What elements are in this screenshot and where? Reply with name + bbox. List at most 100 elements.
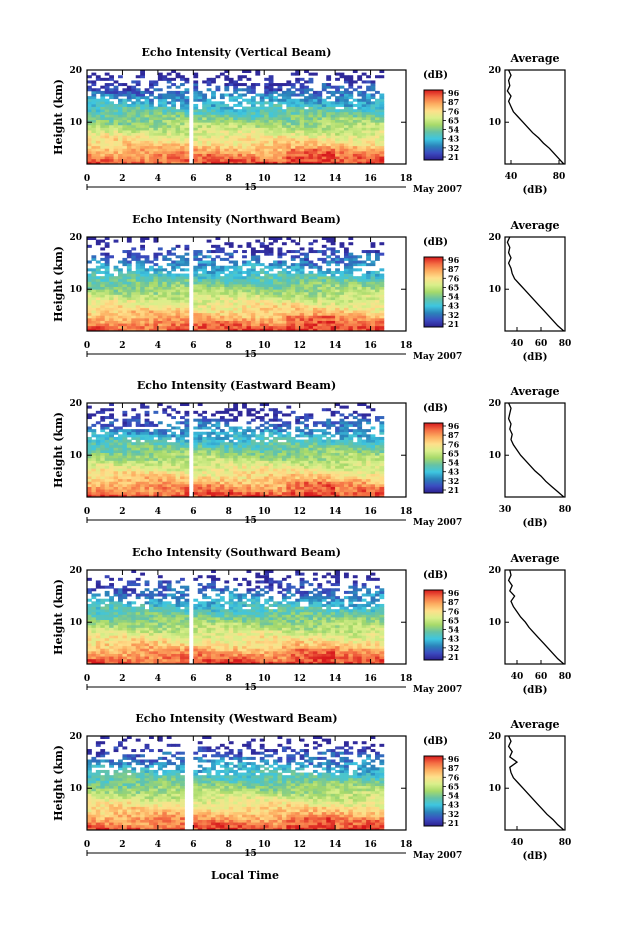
heatmap-cell (211, 137, 216, 141)
heatmap-cell (118, 101, 123, 105)
heatmap-cell (211, 276, 216, 280)
heatmap-cell (184, 423, 190, 427)
heatmap-cell (233, 470, 239, 474)
heatmap-cell (131, 127, 137, 131)
heatmap-cell (224, 473, 230, 477)
heatmap-cell (219, 286, 225, 290)
heatmap-cell (246, 106, 252, 110)
heatmap-cell (193, 447, 199, 451)
heatmap-cell (171, 416, 177, 420)
heatmap-cell (308, 260, 314, 264)
heatmap-cell (335, 143, 340, 147)
heatmap-cell (144, 476, 150, 480)
heatmap-cell (237, 77, 243, 81)
heatmap-cell (361, 320, 367, 324)
heatmap-cell (180, 312, 185, 316)
heatmap-cell (149, 135, 154, 139)
heatmap-cell (104, 470, 110, 474)
heatmap-cell (153, 111, 159, 115)
heatmap-cell (250, 450, 256, 454)
heatmap-cell (184, 153, 190, 157)
heatmap-cell (122, 88, 128, 92)
heatmap-cell (348, 278, 354, 282)
heatmap-cell (335, 72, 340, 76)
heatmap-cell (206, 135, 212, 139)
heatmap-cell (135, 111, 141, 115)
heatmap-cell (268, 291, 274, 295)
heatmap-cell (339, 276, 345, 280)
heatmap-cell (118, 127, 123, 131)
heatmap-cell (255, 127, 261, 131)
heatmap-cell (277, 299, 283, 303)
heatmap-cell (374, 119, 380, 123)
heatmap-cell (140, 239, 145, 243)
heatmap-cell (246, 323, 252, 327)
heatmap-cell (250, 103, 256, 107)
heatmap-cell (91, 304, 97, 308)
heatmap-cell (304, 137, 309, 141)
heatmap-cell (304, 289, 309, 293)
heatmap-cell (144, 418, 150, 422)
heatmap-cell (166, 468, 172, 472)
heatmap-cell (153, 470, 159, 474)
heatmap-cell (171, 297, 177, 301)
heatmap-cell (91, 489, 97, 493)
heatmap-cell (264, 145, 270, 149)
heatmap-cell (215, 119, 221, 123)
heatmap-cell (166, 452, 172, 456)
heatmap-cell (104, 278, 110, 282)
heatmap-cell (259, 276, 265, 280)
heatmap-cell (153, 268, 159, 272)
heatmap-cell (206, 450, 212, 454)
heatmap-cell (104, 450, 110, 454)
heatmap-cell (122, 98, 128, 102)
heatmap-cell (135, 463, 141, 467)
heatmap-cell (215, 302, 221, 306)
heatmap-cell (277, 263, 283, 267)
heatmap-cell (273, 312, 278, 316)
heatmap-cell (242, 130, 247, 134)
heatmap-cell (374, 250, 380, 254)
heatmap-cell (184, 494, 190, 498)
heatmap-cell (122, 463, 128, 467)
heatmap-cell (357, 284, 363, 288)
heatmap-cell (268, 143, 274, 147)
heatmap-cell (131, 286, 137, 290)
heatmap-cell (91, 143, 97, 147)
heatmap-cell (113, 304, 119, 308)
heatmap-cell (144, 270, 150, 274)
heatmap-cell (197, 302, 203, 306)
heatmap-cell (184, 463, 190, 467)
heatmap-cell (335, 90, 340, 94)
heatmap-cell (109, 135, 114, 139)
heatmap-cell (175, 460, 181, 464)
heatmap-cell (140, 268, 145, 272)
heatmap-cell (100, 130, 106, 134)
heatmap-cell (374, 158, 380, 162)
heatmap-cell (206, 286, 212, 290)
heatmap-cell (326, 247, 332, 251)
heatmap-cell (268, 150, 274, 154)
heatmap-cell (242, 405, 247, 409)
heatmap-cell (211, 270, 216, 274)
heatmap-cell (211, 286, 216, 290)
heatmap-cell (304, 130, 309, 134)
heatmap-cell (131, 106, 137, 110)
heatmap-cell (180, 263, 185, 267)
heatmap-cell (352, 286, 358, 290)
heatmap-cell (109, 325, 114, 329)
heatmap-cell (370, 304, 376, 308)
heatmap-cell (281, 320, 287, 324)
heatmap-cell (224, 486, 230, 490)
heatmap-cell (224, 132, 230, 136)
heatmap-cell (180, 297, 185, 301)
heatmap-cell (250, 119, 256, 123)
x-tick-label: 12 (293, 174, 306, 184)
heatmap-cell (100, 325, 106, 329)
heatmap-cell (91, 457, 97, 461)
heatmap-cell (144, 257, 150, 261)
heatmap-cell (157, 473, 163, 477)
heatmap-cell (193, 304, 199, 308)
heatmap-cell (211, 284, 216, 288)
heatmap-cell (171, 491, 177, 495)
